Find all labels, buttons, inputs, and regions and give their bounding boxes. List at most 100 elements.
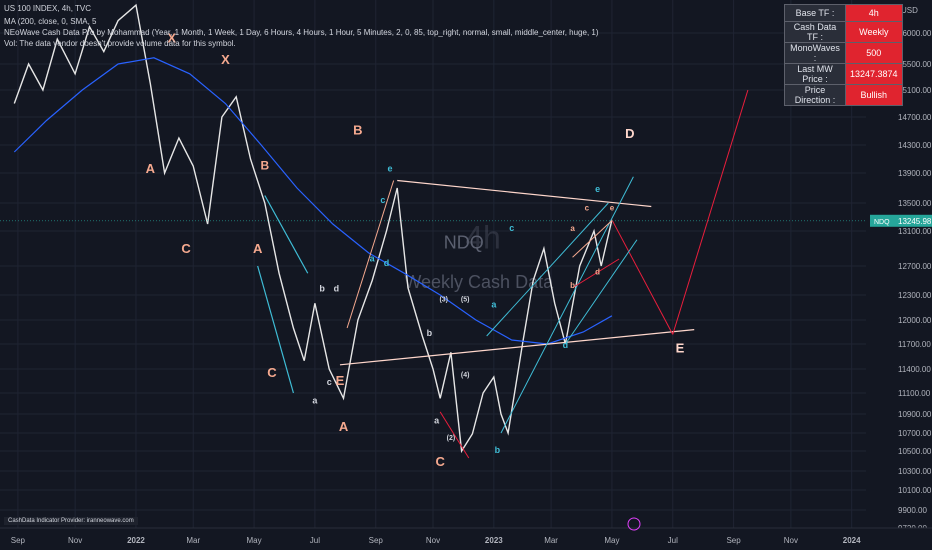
last-price-symbol: NDQ: [874, 219, 890, 226]
price-tick-label: 12000.00: [898, 316, 932, 325]
time-tick-label: Mar: [186, 536, 200, 545]
price-tick-label: 14700.00: [898, 113, 932, 122]
last-price-symbol-tag: [870, 214, 896, 227]
wave-label: d: [334, 283, 340, 293]
time-axis-bg: [0, 528, 932, 550]
wave-trend-line[interactable]: [572, 258, 620, 289]
wave-trend-line[interactable]: [397, 179, 652, 208]
watermark-symbol: NDQ: [444, 233, 484, 253]
wave-trend-line[interactable]: [264, 195, 309, 274]
last-mw-price-label: Last MW Price :: [784, 63, 846, 85]
wave-label: b: [319, 283, 325, 293]
price-series-line[interactable]: [13, 3, 613, 454]
wave-label: E: [676, 340, 685, 355]
price-tick-label: 11100.00: [898, 389, 931, 398]
wave-label: d: [563, 340, 569, 350]
price-tick-label: 12700.00: [898, 262, 932, 271]
price-tick-label: 15100.00: [898, 86, 932, 95]
time-tick-label: Sep: [369, 536, 384, 545]
cash-data-tf-label: Cash Data TF :: [784, 21, 846, 43]
wave-label: d: [595, 268, 600, 277]
time-tick-label: Nov: [68, 536, 82, 545]
monowaves-label: MonoWaves :: [784, 42, 846, 64]
wave-label: (4): [461, 372, 470, 379]
time-tick-label: 2023: [485, 536, 503, 545]
neowave-indicator-legend[interactable]: NEoWave Cash Data Pro by Mohammad (Year,…: [4, 28, 599, 37]
wave-label: C: [181, 241, 191, 256]
monowaves-value: 500: [845, 42, 903, 64]
price-tick-label: 11400.00: [898, 365, 931, 374]
base-tf-label: Base TF :: [784, 4, 846, 22]
last-price-value: 13245.98: [898, 217, 932, 226]
price-tick-label: 12300.00: [898, 291, 932, 300]
wave-label: b: [427, 328, 433, 338]
wave-label: (5): [461, 297, 470, 304]
time-tick-label: Sep: [11, 536, 26, 545]
wave-label: b: [570, 281, 575, 290]
time-tick-label: May: [604, 536, 619, 545]
currency-label: USD: [901, 6, 918, 15]
wave-trend-line[interactable]: [486, 202, 609, 337]
ma-indicator-legend[interactable]: MA (200, close, 0, SMA, 5: [4, 17, 97, 26]
ma-200-line[interactable]: [13, 57, 613, 345]
wave-label: b: [495, 445, 501, 455]
wave-label: c: [327, 377, 332, 387]
price-tick-label: 10100.00: [898, 486, 932, 495]
wave-label: a: [491, 300, 497, 310]
wave-trend-line[interactable]: [500, 176, 634, 434]
wave-trend-line[interactable]: [672, 89, 749, 335]
wave-label: a: [434, 416, 440, 426]
wave-label: A: [339, 419, 349, 434]
wave-trend-line[interactable]: [564, 239, 638, 345]
price-tick-label: 13100.00: [898, 227, 932, 236]
cash-data-info-table: Base TF :4h Cash Data TF : Weekly MonoWav…: [784, 4, 903, 106]
time-tick-label: Sep: [726, 536, 741, 545]
lightning-icon[interactable]: [627, 517, 641, 531]
price-tick-label: 10900.00: [898, 410, 932, 419]
wave-trend-line[interactable]: [257, 265, 295, 394]
wave-label: (3): [439, 297, 448, 304]
wave-label: D: [625, 126, 634, 141]
wave-label: e: [388, 164, 393, 174]
watermark-subtitle: Weekly Cash Data: [404, 272, 554, 292]
wave-label: c: [585, 204, 590, 213]
symbol-title[interactable]: US 100 INDEX, 4h, TVC: [4, 4, 91, 13]
last-mw-price-value: 13247.3874: [845, 63, 903, 85]
price-tick-label: 10300.00: [898, 467, 932, 476]
volume-indicator-legend[interactable]: Vol: The data vendor doesn't provide vol…: [4, 39, 236, 48]
watermark-tf: 4h: [465, 220, 501, 256]
wave-trend-line[interactable]: [572, 220, 613, 258]
wave-label: E: [336, 373, 345, 388]
price-direction-value: Bullish: [845, 84, 903, 106]
time-tick-label: Jul: [668, 536, 678, 545]
wave-label: d: [384, 258, 390, 268]
provider-note: CashData Indicator Provider: iranneowave…: [4, 517, 138, 525]
wave-label: e: [610, 204, 615, 213]
time-tick-label: Nov: [784, 536, 798, 545]
time-tick-label: May: [247, 536, 262, 545]
wave-trend-line[interactable]: [346, 180, 395, 329]
last-price-value-tag: [896, 214, 932, 227]
wave-trend-line[interactable]: [611, 219, 674, 335]
price-tick-label: 13900.00: [898, 169, 932, 178]
wave-label: c: [509, 223, 514, 233]
time-tick-label: 2022: [127, 536, 145, 545]
price-tick-label: 16000.00: [898, 29, 932, 38]
wave-trend-line[interactable]: [439, 411, 470, 459]
price-direction-label: Price Direction :: [784, 84, 846, 106]
time-tick-label: 2024: [843, 536, 861, 545]
base-tf-value: 4h: [845, 4, 903, 22]
wave-label: a: [312, 396, 318, 406]
price-tick-label: 10500.00: [898, 447, 932, 456]
wave-label: X: [167, 30, 176, 45]
time-tick-label: Nov: [426, 536, 440, 545]
price-tick-label: 15500.00: [898, 60, 932, 69]
wave-trend-line[interactable]: [339, 329, 695, 366]
wave-label: A: [146, 161, 156, 176]
wave-label: B: [260, 159, 269, 173]
wave-label: A: [253, 241, 263, 256]
price-tick-label: 10700.00: [898, 429, 932, 438]
wave-label: C: [435, 454, 445, 469]
wave-label: a: [370, 254, 376, 264]
